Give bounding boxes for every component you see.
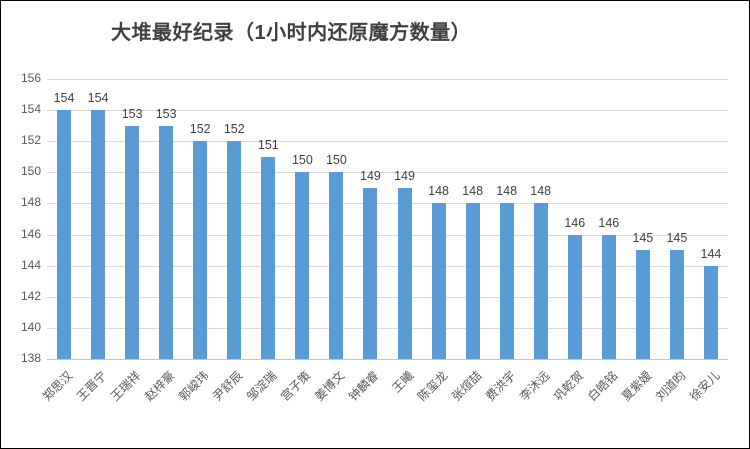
y-tick-label: 144 xyxy=(20,257,41,272)
gridline xyxy=(47,234,728,236)
y-tick-label: 146 xyxy=(20,226,41,241)
y-tick-label: 148 xyxy=(20,195,41,210)
bar-value-label: 148 xyxy=(462,184,484,199)
bar-value-label: 145 xyxy=(666,231,688,246)
bar-value-label: 150 xyxy=(291,153,313,168)
bar-value-label: 152 xyxy=(189,122,211,137)
bar xyxy=(227,141,242,359)
bar-value-label: 145 xyxy=(632,231,654,246)
bar-value-label: 146 xyxy=(564,215,586,230)
bar-value-label: 152 xyxy=(223,122,245,137)
bar xyxy=(465,203,480,359)
bar xyxy=(669,250,684,359)
chart-title: 大堆最好纪录（1小时内还原魔方数量） xyxy=(111,22,472,44)
bar-value-label: 151 xyxy=(257,137,279,152)
bar-value-label: 153 xyxy=(121,106,143,121)
bar xyxy=(125,125,140,359)
gridline xyxy=(47,296,728,298)
y-tick-label: 156 xyxy=(20,71,41,85)
gridline xyxy=(47,265,728,267)
gridline xyxy=(47,327,728,329)
gridline xyxy=(47,79,728,80)
y-tick-label: 140 xyxy=(20,319,41,334)
bar xyxy=(703,265,718,359)
y-tick-label: 152 xyxy=(20,133,41,148)
gridline xyxy=(47,110,728,112)
bar-value-label: 146 xyxy=(598,215,620,230)
bar xyxy=(57,110,72,359)
bar xyxy=(601,234,616,359)
plot-area: 154 154 153 153 152 152 151 150 150 149 149 148 148 1… xyxy=(47,79,728,360)
bar-value-label: 144 xyxy=(700,246,722,261)
bar-value-label: 148 xyxy=(530,184,552,199)
bar xyxy=(159,125,174,359)
bar-value-label: 154 xyxy=(53,91,75,106)
bar xyxy=(295,172,310,359)
bar xyxy=(397,187,412,359)
bar xyxy=(363,187,378,359)
bar xyxy=(431,203,446,359)
y-tick-label: 150 xyxy=(20,164,41,179)
bar-value-label: 148 xyxy=(428,184,449,199)
gridline xyxy=(47,172,728,174)
bar xyxy=(261,156,276,359)
bar-value-label: 154 xyxy=(87,91,109,106)
x-axis-line xyxy=(47,359,728,360)
y-tick-label: 138 xyxy=(20,351,41,365)
bar-value-label: 149 xyxy=(360,168,381,183)
bar-value-label: 153 xyxy=(155,106,177,121)
gridline xyxy=(47,203,728,205)
bar-value-label: 148 xyxy=(496,184,518,199)
bar-value-label: 149 xyxy=(394,168,415,183)
y-tick-label: 154 xyxy=(20,102,41,117)
bar xyxy=(635,250,650,359)
bar-value-label: 150 xyxy=(325,153,347,168)
y-tick-label: 142 xyxy=(20,288,41,303)
gridline xyxy=(47,141,728,143)
bar xyxy=(91,110,106,359)
bar xyxy=(533,203,548,359)
bar xyxy=(567,234,582,359)
bar xyxy=(329,172,344,359)
bar xyxy=(499,203,514,359)
bar xyxy=(193,141,208,359)
